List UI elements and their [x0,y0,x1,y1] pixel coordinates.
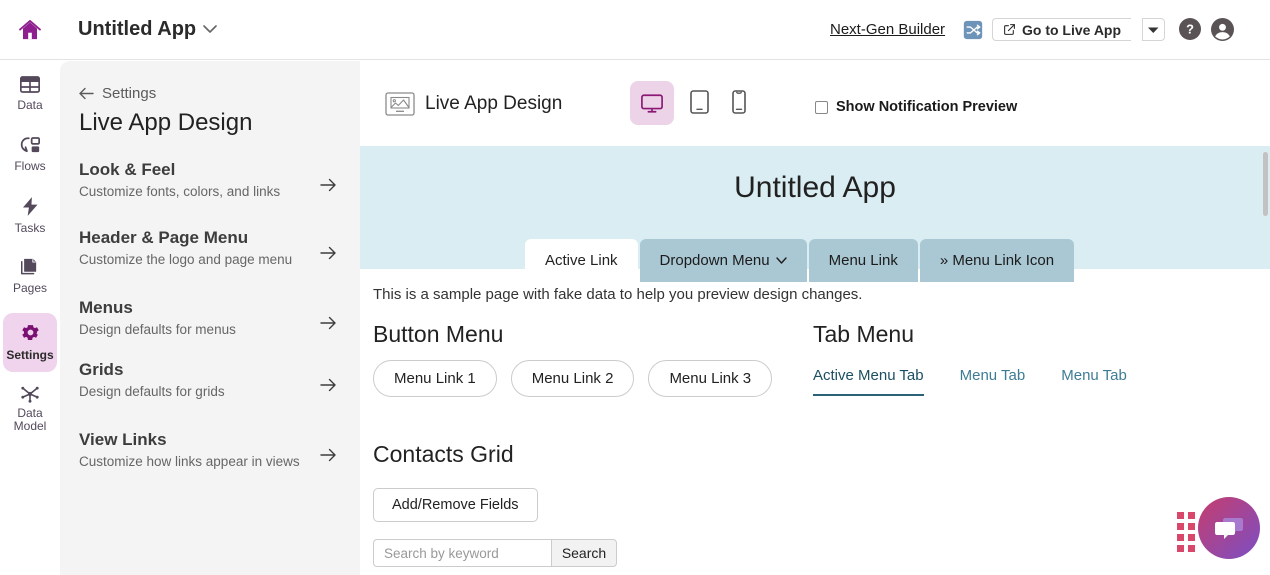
svg-text:?: ? [1186,22,1194,37]
